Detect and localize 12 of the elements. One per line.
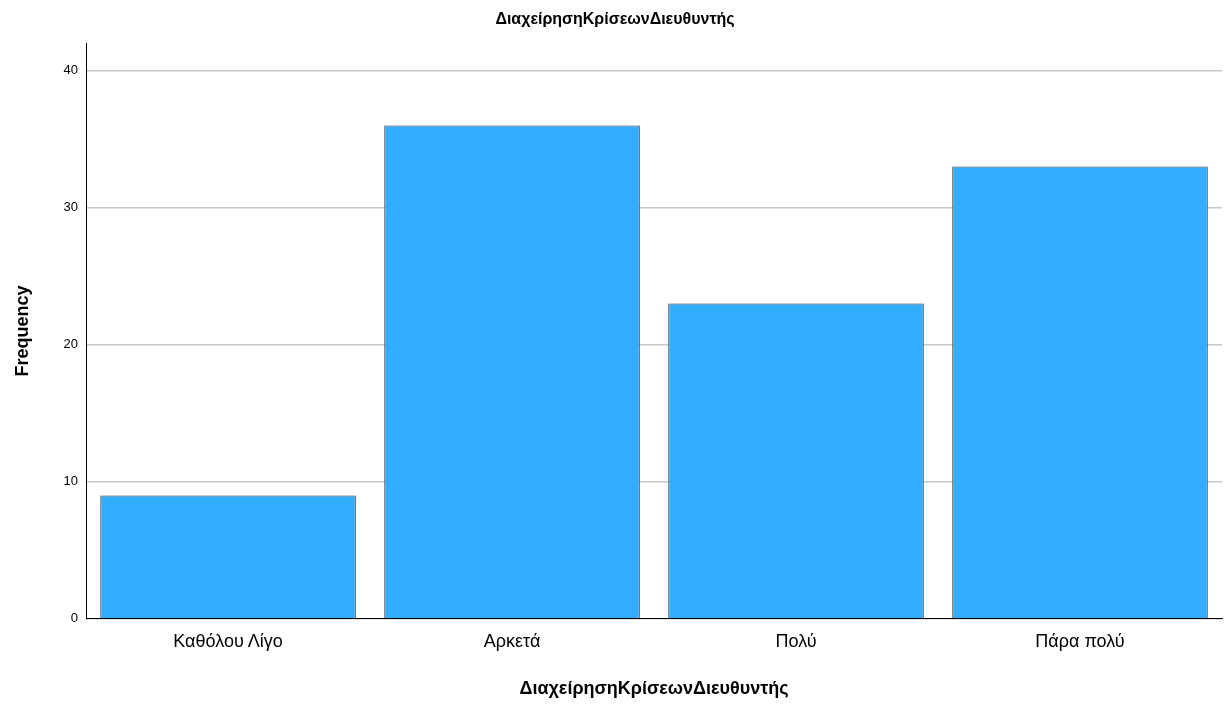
- y-tick-label: 10: [63, 473, 79, 489]
- y-tick-label: 40: [63, 62, 79, 78]
- x-axis-title: ΔιαχείρησηΚρίσεωνΔιευθυντής: [519, 678, 789, 699]
- y-axis-title: Frequency: [11, 285, 32, 377]
- x-tick-label: Πολύ: [775, 630, 817, 651]
- y-tick-label: 20: [63, 336, 79, 352]
- x-tick-label: Καθόλου Λίγο: [173, 630, 283, 651]
- chart-title: ΔιαχείρησηΚρίσεωνΔιευθυντής: [495, 10, 735, 29]
- x-tick-label: Αρκετά: [483, 630, 541, 651]
- y-tick-label: 0: [70, 610, 79, 626]
- x-tick-label: Πάρα πολύ: [1035, 630, 1125, 651]
- y-tick-label: 30: [63, 199, 79, 215]
